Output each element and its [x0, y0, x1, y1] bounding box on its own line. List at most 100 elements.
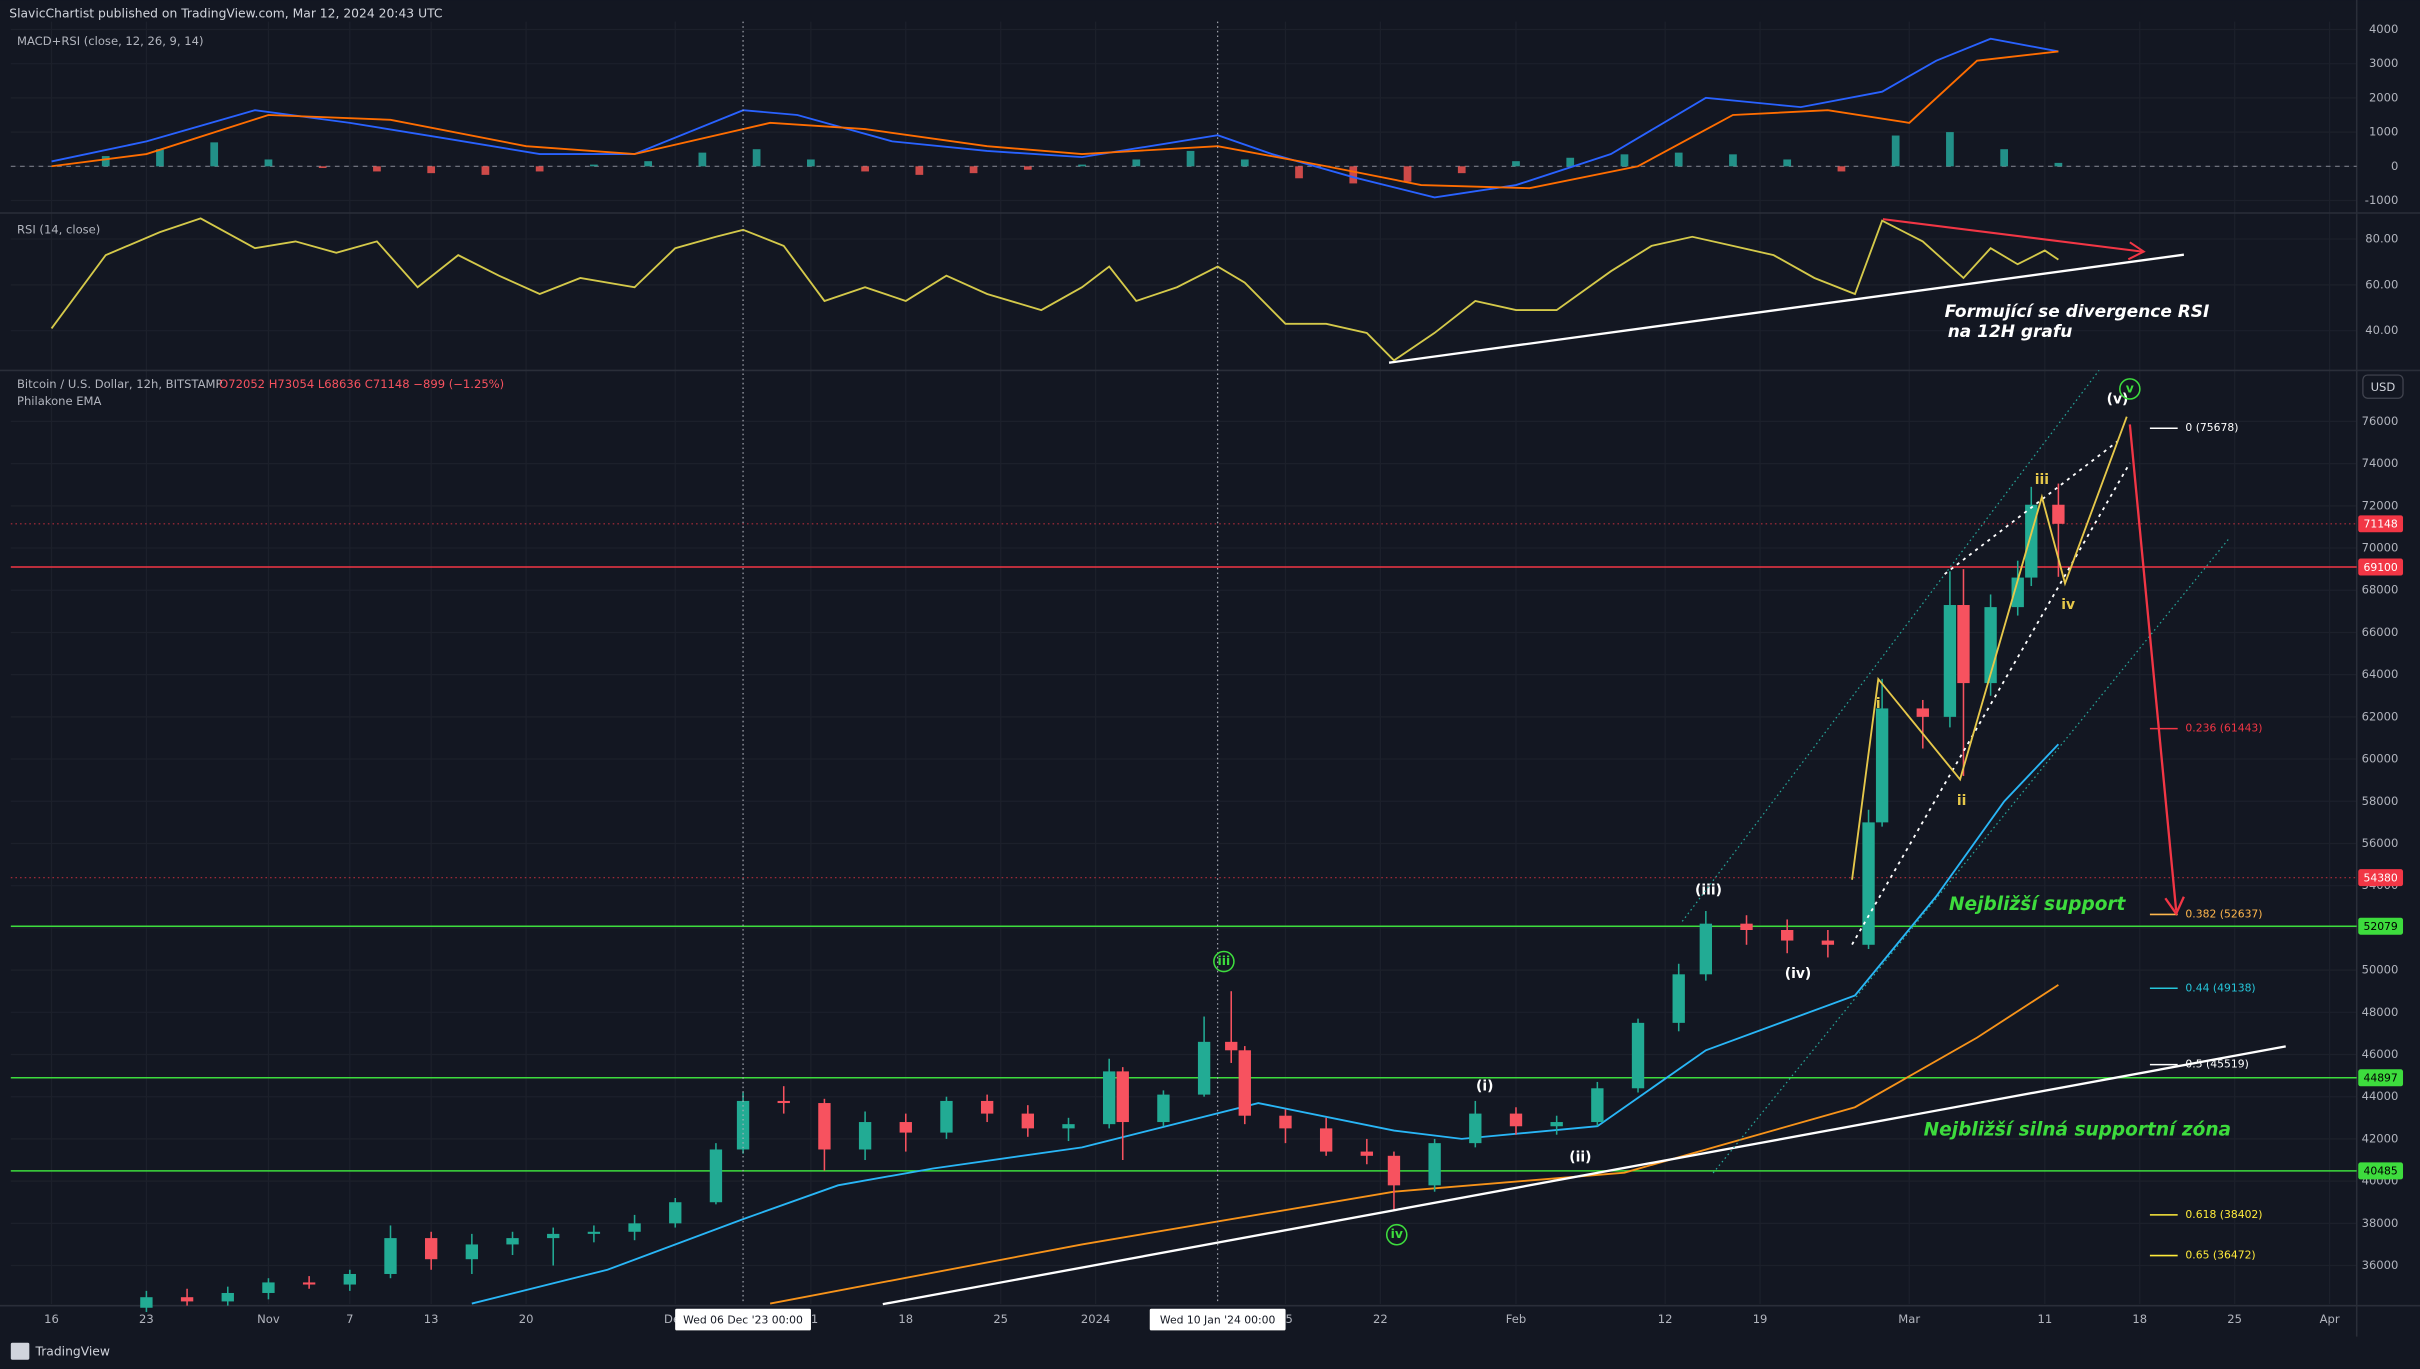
candle-body: [1279, 1115, 1292, 1129]
footer: TradingView: [34, 1345, 110, 1359]
candle-body: [140, 1297, 153, 1308]
candle-body: [384, 1238, 397, 1274]
y-tick-label: 4000: [2369, 22, 2398, 36]
annotation: iv: [2061, 597, 2075, 613]
forecast-line: [2128, 424, 2178, 911]
line-series: [51, 37, 2059, 199]
rsi-divergence-line: [1882, 218, 2143, 253]
wedge-line: [1944, 440, 2119, 575]
y-tick-label: 56000: [2362, 836, 2399, 850]
annotation-circle: [1385, 1223, 1408, 1246]
y-tick-label: 66000: [2362, 625, 2399, 639]
crosshair-tag: [675, 1308, 811, 1331]
candle-body: [302, 1282, 316, 1285]
candle-body: [1319, 1128, 1333, 1152]
y-tick-label: 0: [2391, 159, 2398, 173]
candle-body: [1781, 930, 1794, 941]
candle-body: [1428, 1143, 1441, 1186]
candle-body: [940, 1100, 953, 1133]
histogram-bar: [644, 161, 652, 167]
histogram-bar: [1295, 166, 1303, 179]
candle-body: [262, 1282, 275, 1293]
candle-body: [1672, 974, 1685, 1023]
wave-zigzag: [1851, 416, 2128, 880]
annotation: (i): [1476, 1079, 1493, 1095]
candle-body: [547, 1233, 560, 1239]
y-tick-label: 46000: [2362, 1047, 2399, 1061]
annotation: v: [2126, 381, 2134, 395]
line-series: [50, 217, 2059, 362]
y-tick-label: 50000: [2362, 963, 2399, 977]
x-tick-label: 18: [898, 1312, 913, 1326]
histogram-bar: [1891, 135, 1900, 167]
candle-body: [424, 1238, 438, 1260]
candle-body: [1116, 1071, 1129, 1123]
y-tick-label: 72000: [2362, 498, 2399, 512]
candle-body: [1238, 1050, 1251, 1116]
price-tag: [2358, 515, 2404, 533]
annotation-circle: [1213, 950, 1235, 973]
x-tick-label: 18: [2132, 1312, 2147, 1326]
currency: USD: [2371, 380, 2396, 394]
pane-title: RSI (14, close): [17, 222, 100, 236]
candle-body: [587, 1231, 601, 1234]
candle-body: [628, 1223, 641, 1232]
y-tick-label: 1000: [2369, 125, 2398, 139]
candle-body: [899, 1122, 912, 1133]
histogram-bar: [1186, 150, 1195, 167]
y-tick-label: 60.00: [2365, 277, 2398, 291]
price-tag-label: 69100: [2363, 561, 2397, 574]
price-tag: [2358, 1069, 2404, 1087]
candle-body: [1387, 1155, 1401, 1186]
currency-box[interactable]: [2362, 374, 2404, 399]
histogram-bar: [1240, 159, 1249, 167]
fib-label: 0.236 (61443): [2185, 722, 2262, 735]
histogram-bar: [1729, 154, 1737, 167]
y-tick-label: 42000: [2362, 1131, 2399, 1145]
price-tag-label: 40485: [2363, 1165, 2397, 1178]
support-trendline: [882, 1045, 2286, 1306]
x-tick-label: 11: [2037, 1312, 2052, 1326]
candle-body: [736, 1100, 750, 1150]
line-series: [51, 50, 2059, 190]
histogram-bar: [318, 166, 327, 169]
y-tick-label: 38000: [2362, 1216, 2399, 1230]
x-tick-label: 7: [346, 1312, 353, 1326]
candle-body: [1021, 1113, 1034, 1129]
y-tick-label: 62000: [2362, 709, 2399, 723]
crosshair-tag: [1149, 1308, 1286, 1331]
histogram-bar: [373, 166, 381, 172]
candle-body: [343, 1273, 356, 1285]
annotation: iii: [2035, 472, 2049, 488]
candle-body: [1740, 923, 1753, 931]
x-tick-label: 25: [993, 1312, 1008, 1326]
candle-body: [2011, 577, 2024, 608]
x-tick-label: 25: [2227, 1312, 2242, 1326]
price-tag-label: 54380: [2363, 871, 2397, 884]
candle-body: [818, 1103, 831, 1150]
fib-label: 0 (75678): [2185, 421, 2238, 434]
price-tag: [2358, 869, 2404, 887]
y-tick-label: 48000: [2362, 1005, 2399, 1019]
logo: [10, 1342, 30, 1360]
histogram-bar: [427, 166, 436, 174]
annotation: i: [1876, 696, 1881, 712]
candle-body: [1062, 1124, 1075, 1129]
candle-body: [180, 1297, 194, 1302]
histogram-bar: [1132, 159, 1141, 167]
histogram-bar: [1783, 159, 1792, 167]
candle-body: [1862, 822, 1875, 945]
histogram-bar: [698, 152, 707, 167]
ohlc-legend: O72052 H73054 L68636 C71148 −899 (−1.25%…: [219, 377, 504, 391]
x-tick-label: 13: [424, 1312, 439, 1326]
candle-body: [1509, 1113, 1523, 1127]
histogram-bar: [1078, 164, 1086, 167]
histogram-bar: [969, 166, 978, 174]
y-tick-label: 36000: [2362, 1258, 2399, 1272]
candle-body: [1591, 1088, 1604, 1123]
histogram-bar: [1674, 152, 1683, 167]
y-tick-label: 70000: [2362, 541, 2399, 555]
x-tick-label: 2024: [1081, 1312, 1110, 1326]
candle-body: [506, 1238, 519, 1245]
